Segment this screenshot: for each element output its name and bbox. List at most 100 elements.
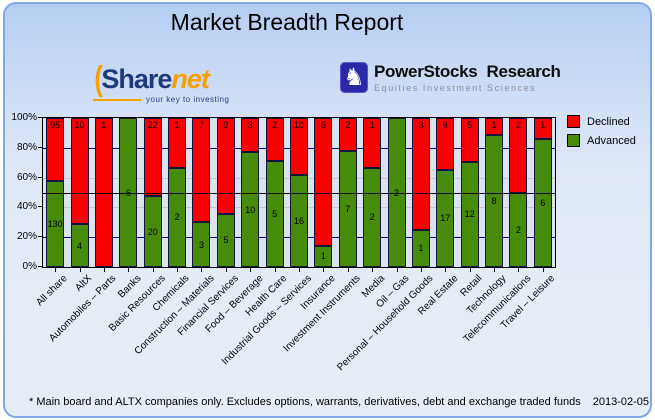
chess-knight-icon: ♞	[340, 62, 368, 93]
declined-segment: 1	[485, 118, 504, 135]
declined-segment: 1	[363, 118, 382, 168]
declined-value-label: 3	[247, 120, 253, 130]
declined-segment: 6	[314, 118, 333, 246]
powerstocks-subtitle: Equities Investment Sciences	[374, 83, 537, 93]
declined-value-label: 7	[198, 120, 204, 130]
advanced-value-label: 20	[147, 226, 158, 237]
x-axis-tick	[225, 268, 227, 272]
declined-segment: 7	[192, 118, 211, 223]
sharenet-wordmark: (Share net	[93, 60, 245, 98]
declined-value-label: 1	[174, 120, 180, 130]
declined-value-label: 1	[101, 120, 107, 130]
x-axis-tick	[103, 268, 105, 272]
advanced-value-label: 4	[77, 240, 83, 251]
advanced-value-label: 5	[223, 235, 229, 246]
declined-value-label: 22	[147, 120, 158, 130]
x-axis-tick	[347, 268, 349, 272]
chart-legend: Declined Advanced	[567, 112, 636, 150]
declined-segment: 3	[411, 118, 430, 230]
x-axis-tick	[445, 268, 447, 272]
x-axis-tick	[79, 268, 81, 272]
y-axis-tick	[38, 266, 42, 267]
x-axis-tick	[396, 268, 398, 272]
advanced-value-label: 8	[491, 195, 497, 206]
powerstocks-name-2: Research	[486, 62, 561, 81]
declined-value-label: 95	[50, 120, 61, 130]
footnote-text: * Main board and ALTX companies only. Ex…	[29, 396, 581, 408]
declined-value-label: 5	[467, 120, 473, 130]
legend-label: Declined	[587, 115, 630, 128]
advanced-segment: 20	[143, 196, 162, 267]
advanced-value-label: 2	[515, 224, 521, 235]
y-axis-tick	[38, 117, 42, 118]
advanced-segment: 2	[363, 167, 382, 267]
declined-segment: 95	[46, 118, 65, 181]
x-axis-tick	[469, 268, 471, 272]
x-axis-tick	[494, 268, 496, 272]
declined-value-label: 9	[223, 120, 229, 130]
x-axis-tick	[250, 268, 252, 272]
declined-segment: 1	[168, 118, 187, 168]
x-axis-tick	[299, 268, 300, 272]
sharenet-arc-icon: (	[94, 60, 103, 98]
advanced-segment: 2	[509, 192, 528, 267]
x-axis-tick	[274, 268, 276, 272]
advanced-value-label: 10	[245, 204, 256, 215]
declined-value-label: 6	[320, 120, 326, 130]
sharenet-tagline-text: your key to investing	[146, 95, 230, 104]
declined-segment: 1	[533, 118, 552, 140]
advanced-segment: 10	[241, 152, 260, 267]
x-axis-tick	[177, 268, 179, 272]
bar-all-share: 95 130	[46, 118, 65, 267]
advanced-value-label: 2	[174, 212, 180, 223]
x-axis-tick	[323, 268, 325, 272]
advanced-value-label: 12	[464, 209, 475, 220]
bar-industrial-goods-services: 10 16	[290, 118, 308, 267]
sharenet-logo: (Share net your key to investing	[93, 60, 245, 104]
page-title: Market Breadth Report	[170, 9, 404, 35]
declined-value-label: 2	[515, 120, 521, 130]
bar-retail: 5 12	[460, 118, 479, 267]
x-axis-tick	[55, 268, 57, 272]
advanced-segment: 7	[338, 151, 357, 267]
declined-segment: 9	[436, 118, 455, 170]
declined-segment: 2	[338, 118, 357, 152]
advanced-segment: 5	[216, 213, 235, 267]
advanced-segment: 3	[192, 222, 211, 267]
bar-real-estate: 9 17	[436, 118, 455, 267]
advanced-segment: 1	[411, 229, 430, 267]
declined-value-label: 2	[272, 120, 278, 130]
y-axis-tick	[38, 146, 42, 148]
declined-segment: 22	[143, 118, 162, 197]
powerstocks-name: PowerStocks Research	[374, 62, 561, 82]
advanced-value-label: 7	[345, 204, 351, 215]
legend-item-declined: Declined	[567, 112, 636, 131]
declined-segment: 9	[216, 118, 235, 214]
powerstocks-name-1: PowerStocks	[374, 62, 478, 81]
y-axis-label: 40%	[16, 201, 37, 213]
declined-segment: 3	[241, 118, 260, 153]
legend-swatch-declined	[567, 115, 580, 128]
advanced-segment: 4	[70, 224, 89, 267]
advanced-value-label: 1	[418, 243, 424, 254]
x-axis-tick	[201, 268, 203, 272]
y-axis-tick	[38, 206, 42, 208]
y-axis-label: 100%	[11, 112, 37, 123]
x-axis-tick	[420, 268, 422, 272]
advanced-segment: 1	[314, 245, 333, 267]
y-axis-label: 0%	[22, 261, 37, 272]
powerstocks-text: PowerStocks Research Equities Investment …	[374, 62, 561, 93]
declined-segment: 10	[290, 118, 308, 176]
bar-food-beverage: 3 10	[241, 118, 260, 267]
bar-altx: 10 4	[70, 118, 89, 267]
